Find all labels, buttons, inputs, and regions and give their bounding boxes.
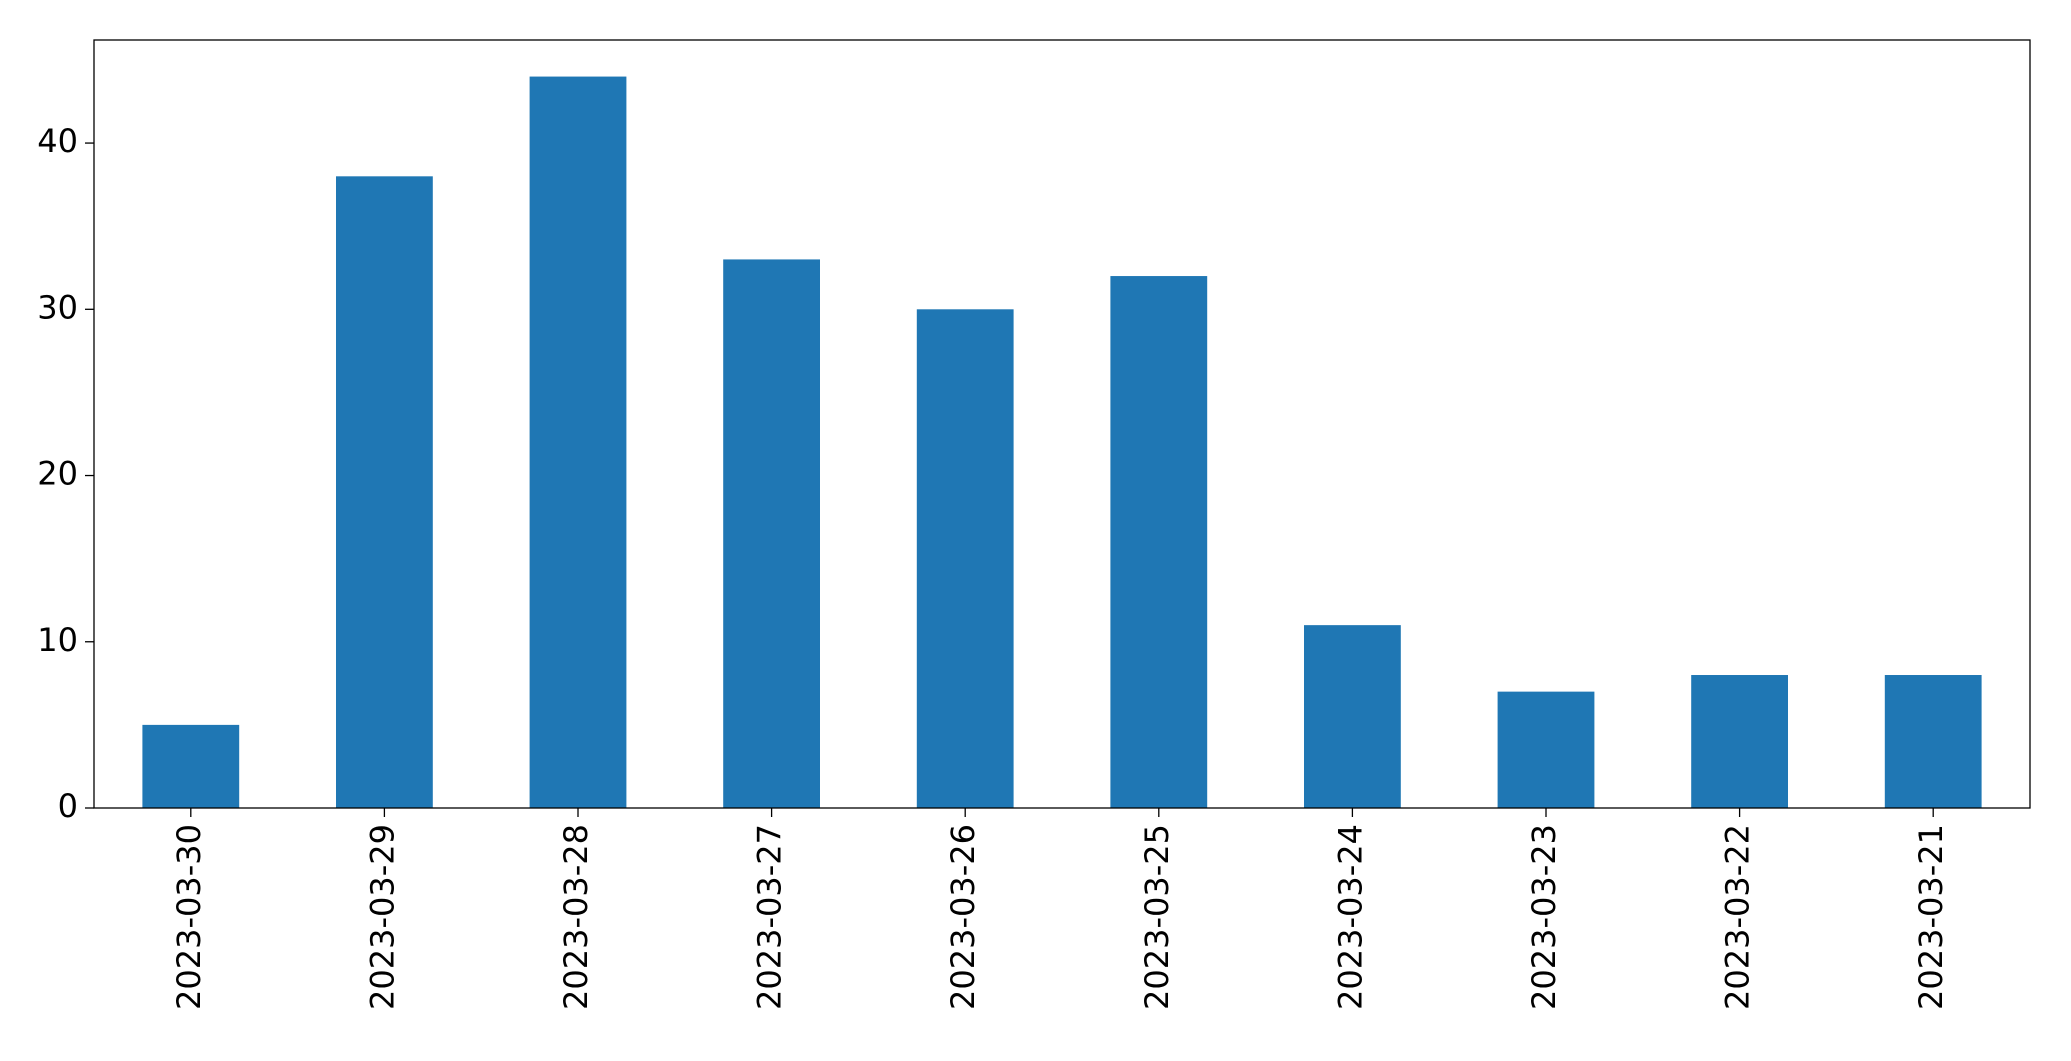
y-tick-label: 10: [37, 621, 78, 659]
x-tick-label: 2023-03-28: [557, 824, 595, 1010]
bar: [723, 259, 820, 808]
x-tick-label: 2023-03-24: [1331, 824, 1369, 1010]
bar: [529, 76, 627, 809]
bar: [1497, 691, 1595, 808]
plot-frame: [93, 39, 2031, 809]
x-tick-label: 2023-03-23: [1525, 824, 1563, 1010]
y-tick-label: 0: [58, 787, 78, 825]
bar: [336, 176, 433, 808]
bar: [1110, 276, 1208, 808]
x-tick-label: 2023-03-21: [1912, 824, 1950, 1010]
x-tick-label: 2023-03-29: [363, 824, 401, 1010]
x-tick-label: 2023-03-27: [751, 824, 789, 1010]
x-tick-label: 2023-03-22: [1719, 824, 1757, 1010]
y-tick-label: 40: [37, 122, 78, 160]
bar: [916, 309, 1014, 808]
x-tick-label: 2023-03-25: [1138, 824, 1176, 1010]
y-tick-label: 20: [37, 455, 78, 493]
x-tick-label: 2023-03-30: [170, 824, 208, 1010]
bar: [1884, 675, 1982, 808]
x-tick-label: 2023-03-26: [944, 824, 982, 1010]
bar: [1691, 675, 1788, 808]
y-tick-label: 30: [37, 288, 78, 326]
bar: [142, 724, 240, 808]
bar: [1304, 625, 1401, 808]
